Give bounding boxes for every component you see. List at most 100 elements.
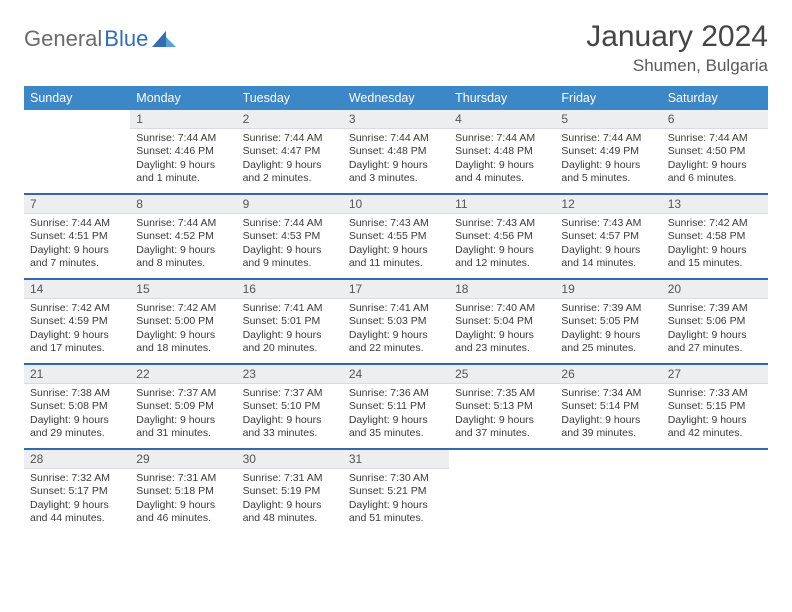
day-number: 14 [24, 280, 130, 299]
calendar-header-cell: Tuesday [237, 86, 343, 110]
day-content: Sunrise: 7:44 AMSunset: 4:49 PMDaylight:… [555, 129, 661, 188]
calendar-day-cell: 30Sunrise: 7:31 AMSunset: 5:19 PMDayligh… [237, 450, 343, 534]
calendar-day-cell: 19Sunrise: 7:39 AMSunset: 5:05 PMDayligh… [555, 280, 661, 364]
day-number: 4 [449, 110, 555, 129]
calendar-day-cell: 3Sunrise: 7:44 AMSunset: 4:48 PMDaylight… [343, 110, 449, 194]
day-number: 30 [237, 450, 343, 469]
day-number: 13 [662, 195, 768, 214]
day-content: Sunrise: 7:44 AMSunset: 4:48 PMDaylight:… [343, 129, 449, 188]
calendar-week-row: 14Sunrise: 7:42 AMSunset: 4:59 PMDayligh… [24, 280, 768, 364]
calendar-day-cell: 2Sunrise: 7:44 AMSunset: 4:47 PMDaylight… [237, 110, 343, 194]
calendar-day-cell: 9Sunrise: 7:44 AMSunset: 4:53 PMDaylight… [237, 195, 343, 279]
calendar-day-cell: 25Sunrise: 7:35 AMSunset: 5:13 PMDayligh… [449, 365, 555, 449]
day-number: 22 [130, 365, 236, 384]
day-content: Sunrise: 7:31 AMSunset: 5:18 PMDaylight:… [130, 469, 236, 528]
day-number: 8 [130, 195, 236, 214]
day-number: 18 [449, 280, 555, 299]
day-number: 20 [662, 280, 768, 299]
day-content: Sunrise: 7:35 AMSunset: 5:13 PMDaylight:… [449, 384, 555, 443]
day-content: Sunrise: 7:44 AMSunset: 4:46 PMDaylight:… [130, 129, 236, 188]
calendar-day-cell [24, 110, 130, 194]
calendar-day-cell: 15Sunrise: 7:42 AMSunset: 5:00 PMDayligh… [130, 280, 236, 364]
calendar-day-cell: 12Sunrise: 7:43 AMSunset: 4:57 PMDayligh… [555, 195, 661, 279]
calendar-header-cell: Sunday [24, 86, 130, 110]
calendar-day-cell: 29Sunrise: 7:31 AMSunset: 5:18 PMDayligh… [130, 450, 236, 534]
day-number: 23 [237, 365, 343, 384]
day-content: Sunrise: 7:38 AMSunset: 5:08 PMDaylight:… [24, 384, 130, 443]
day-number: 21 [24, 365, 130, 384]
location-label: Shumen, Bulgaria [586, 56, 768, 76]
day-content: Sunrise: 7:39 AMSunset: 5:05 PMDaylight:… [555, 299, 661, 358]
day-content: Sunrise: 7:44 AMSunset: 4:48 PMDaylight:… [449, 129, 555, 188]
day-number: 31 [343, 450, 449, 469]
calendar-day-cell: 7Sunrise: 7:44 AMSunset: 4:51 PMDaylight… [24, 195, 130, 279]
day-number: 15 [130, 280, 236, 299]
day-content: Sunrise: 7:44 AMSunset: 4:47 PMDaylight:… [237, 129, 343, 188]
day-content: Sunrise: 7:36 AMSunset: 5:11 PMDaylight:… [343, 384, 449, 443]
day-content: Sunrise: 7:42 AMSunset: 4:58 PMDaylight:… [662, 214, 768, 273]
calendar-day-cell: 22Sunrise: 7:37 AMSunset: 5:09 PMDayligh… [130, 365, 236, 449]
calendar-day-cell: 11Sunrise: 7:43 AMSunset: 4:56 PMDayligh… [449, 195, 555, 279]
calendar-header-cell: Saturday [662, 86, 768, 110]
calendar-week-row: 7Sunrise: 7:44 AMSunset: 4:51 PMDaylight… [24, 195, 768, 279]
day-number: 5 [555, 110, 661, 129]
day-content: Sunrise: 7:40 AMSunset: 5:04 PMDaylight:… [449, 299, 555, 358]
logo-text-blue: Blue [104, 26, 148, 52]
calendar-day-cell: 4Sunrise: 7:44 AMSunset: 4:48 PMDaylight… [449, 110, 555, 194]
day-content: Sunrise: 7:30 AMSunset: 5:21 PMDaylight:… [343, 469, 449, 528]
day-number: 16 [237, 280, 343, 299]
day-number: 7 [24, 195, 130, 214]
calendar-day-cell: 16Sunrise: 7:41 AMSunset: 5:01 PMDayligh… [237, 280, 343, 364]
day-content: Sunrise: 7:32 AMSunset: 5:17 PMDaylight:… [24, 469, 130, 528]
title-block: January 2024 Shumen, Bulgaria [586, 20, 768, 76]
day-number: 11 [449, 195, 555, 214]
day-content: Sunrise: 7:33 AMSunset: 5:15 PMDaylight:… [662, 384, 768, 443]
day-content: Sunrise: 7:41 AMSunset: 5:01 PMDaylight:… [237, 299, 343, 358]
calendar-header-cell: Friday [555, 86, 661, 110]
page-header: General Blue January 2024 Shumen, Bulgar… [24, 20, 768, 76]
calendar-day-cell: 17Sunrise: 7:41 AMSunset: 5:03 PMDayligh… [343, 280, 449, 364]
calendar-header-cell: Monday [130, 86, 236, 110]
calendar-day-cell: 5Sunrise: 7:44 AMSunset: 4:49 PMDaylight… [555, 110, 661, 194]
day-content: Sunrise: 7:43 AMSunset: 4:55 PMDaylight:… [343, 214, 449, 273]
day-number: 19 [555, 280, 661, 299]
day-content: Sunrise: 7:44 AMSunset: 4:50 PMDaylight:… [662, 129, 768, 188]
day-content: Sunrise: 7:44 AMSunset: 4:52 PMDaylight:… [130, 214, 236, 273]
calendar-header-cell: Thursday [449, 86, 555, 110]
calendar-day-cell: 18Sunrise: 7:40 AMSunset: 5:04 PMDayligh… [449, 280, 555, 364]
calendar-week-row: 1Sunrise: 7:44 AMSunset: 4:46 PMDaylight… [24, 110, 768, 194]
day-content: Sunrise: 7:37 AMSunset: 5:09 PMDaylight:… [130, 384, 236, 443]
calendar-day-cell: 8Sunrise: 7:44 AMSunset: 4:52 PMDaylight… [130, 195, 236, 279]
calendar-day-cell: 14Sunrise: 7:42 AMSunset: 4:59 PMDayligh… [24, 280, 130, 364]
day-number: 26 [555, 365, 661, 384]
day-number: 24 [343, 365, 449, 384]
day-number: 27 [662, 365, 768, 384]
day-content: Sunrise: 7:37 AMSunset: 5:10 PMDaylight:… [237, 384, 343, 443]
logo-text-general: General [24, 26, 102, 52]
calendar-day-cell: 27Sunrise: 7:33 AMSunset: 5:15 PMDayligh… [662, 365, 768, 449]
day-content: Sunrise: 7:31 AMSunset: 5:19 PMDaylight:… [237, 469, 343, 528]
day-number: 6 [662, 110, 768, 129]
calendar-day-cell: 1Sunrise: 7:44 AMSunset: 4:46 PMDaylight… [130, 110, 236, 194]
calendar-day-cell: 10Sunrise: 7:43 AMSunset: 4:55 PMDayligh… [343, 195, 449, 279]
calendar-day-cell: 21Sunrise: 7:38 AMSunset: 5:08 PMDayligh… [24, 365, 130, 449]
day-number: 3 [343, 110, 449, 129]
day-content: Sunrise: 7:43 AMSunset: 4:56 PMDaylight:… [449, 214, 555, 273]
day-number: 10 [343, 195, 449, 214]
calendar-day-cell: 26Sunrise: 7:34 AMSunset: 5:14 PMDayligh… [555, 365, 661, 449]
day-number: 25 [449, 365, 555, 384]
day-number: 2 [237, 110, 343, 129]
month-title: January 2024 [586, 20, 768, 54]
calendar-day-cell: 28Sunrise: 7:32 AMSunset: 5:17 PMDayligh… [24, 450, 130, 534]
calendar-header-cell: Wednesday [343, 86, 449, 110]
calendar-header-row: SundayMondayTuesdayWednesdayThursdayFrid… [24, 86, 768, 110]
day-number: 9 [237, 195, 343, 214]
calendar-day-cell: 20Sunrise: 7:39 AMSunset: 5:06 PMDayligh… [662, 280, 768, 364]
day-number: 17 [343, 280, 449, 299]
day-content: Sunrise: 7:39 AMSunset: 5:06 PMDaylight:… [662, 299, 768, 358]
day-number: 12 [555, 195, 661, 214]
day-content: Sunrise: 7:42 AMSunset: 4:59 PMDaylight:… [24, 299, 130, 358]
calendar-day-cell: 24Sunrise: 7:36 AMSunset: 5:11 PMDayligh… [343, 365, 449, 449]
day-content: Sunrise: 7:44 AMSunset: 4:53 PMDaylight:… [237, 214, 343, 273]
calendar-day-cell [449, 450, 555, 534]
